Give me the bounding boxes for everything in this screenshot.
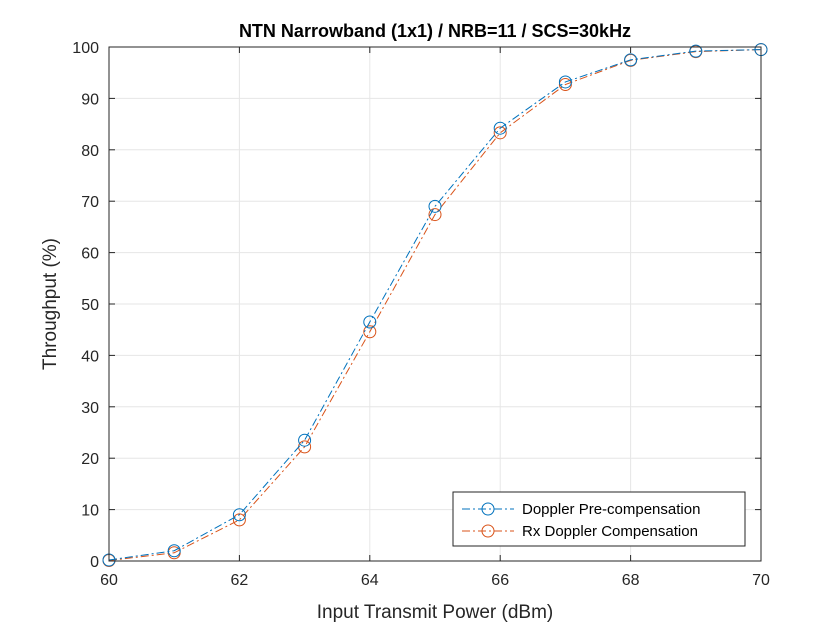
y-tick-label: 80 [81,143,99,160]
x-tick-label: 64 [361,572,379,589]
legend-marker-rx-doppler-compensation [481,524,495,538]
legend-label-doppler-pre-compensation: Doppler Pre-compensation [522,501,700,518]
y-tick-label: 50 [81,297,99,314]
y-tick-label: 30 [81,400,99,417]
x-tick-label: 66 [491,572,509,589]
y-tick-label: 10 [81,503,99,520]
data-point-doppler-pre-compensation [167,544,181,558]
legend-box [452,491,746,547]
x-tick-label: 62 [231,572,249,589]
data-point-rx-doppler-compensation [558,78,572,92]
y-tick-label: 40 [81,348,99,365]
legend-marker-doppler-pre-compensation [481,502,495,516]
y-tick-label: 20 [81,451,99,468]
data-point-rx-doppler-compensation [363,325,377,339]
data-point-doppler-pre-compensation [689,44,703,58]
x-tick-label: 60 [100,572,118,589]
data-point-doppler-pre-compensation [232,508,246,522]
data-series [102,43,768,567]
y-axis-label: Throughput (%) [40,238,61,370]
chart-title: NTN Narrowband (1x1) / NRB=11 / SCS=30kH… [239,21,631,41]
legend-label-rx-doppler-compensation: Rx Doppler Compensation [522,523,698,540]
data-point-doppler-pre-compensation [558,75,572,89]
data-point-doppler-pre-compensation [493,121,507,135]
series-line-rx-doppler-compensation [108,49,762,561]
data-point-doppler-pre-compensation [624,53,638,67]
x-axis-label: Input Transmit Power (dBm) [317,602,554,623]
data-point-rx-doppler-compensation [428,208,442,222]
x-tick-label: 70 [752,572,770,589]
data-point-doppler-pre-compensation [363,315,377,329]
series-line-doppler-pre-compensation [108,49,762,561]
ticks: 60 62 64 66 68 70 0 10 20 30 40 50 60 70 80 90 100 [72,40,770,589]
y-tick-label: 70 [81,194,99,211]
y-tick-label: 0 [90,554,99,571]
y-tick-label: 100 [72,40,99,57]
data-point-doppler-pre-compensation [428,199,442,213]
legend: Doppler Pre-compensation Rx Doppler Comp… [452,491,746,547]
data-point-rx-doppler-compensation [493,126,507,140]
x-tick-label: 68 [622,572,640,589]
y-tick-label: 90 [81,91,99,108]
y-tick-label: 60 [81,246,99,263]
data-point-doppler-pre-compensation [298,433,312,447]
data-point-rx-doppler-compensation [232,513,246,527]
